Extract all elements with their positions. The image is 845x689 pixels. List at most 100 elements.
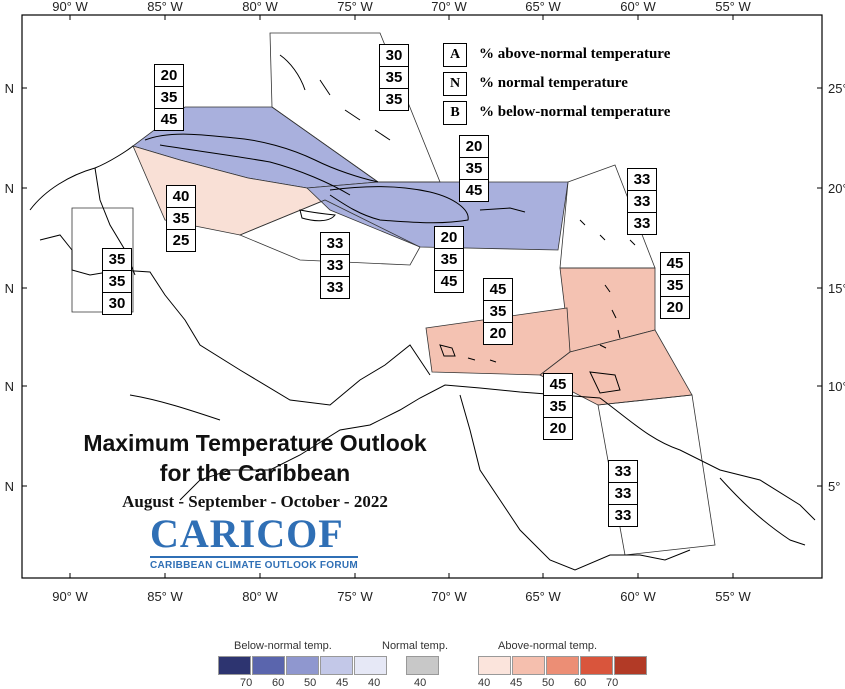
scale-tick: 50	[304, 677, 317, 689]
scale-tick: 60	[272, 677, 285, 689]
lon-label-top: 70° W	[431, 0, 467, 14]
prob-normal: 35	[544, 396, 572, 418]
prob-above: 30	[380, 45, 408, 67]
map-title-line2: for the Caribbean	[159, 460, 351, 486]
caricof-logo: CARICOF CARIBBEAN CLIMATE OUTLOOK FORUM	[150, 512, 358, 571]
prob-normal: 33	[321, 255, 349, 277]
swatch	[614, 656, 647, 675]
prob-normal: 35	[155, 87, 183, 109]
lon-label-bottom: 75° W	[337, 589, 373, 604]
scale-normal-swatches	[406, 656, 440, 675]
lon-label-top: 90° W	[52, 0, 88, 14]
lon-label-top: 60° W	[620, 0, 656, 14]
scale-tick: 50	[542, 677, 555, 689]
scale-tick: 45	[510, 677, 523, 689]
lon-label-top: 65° W	[525, 0, 561, 14]
prob-normal: 35	[484, 301, 512, 323]
map-title-block: Maximum Temperature Outlook for the Cari…	[40, 428, 470, 512]
prob-above: 20	[155, 65, 183, 87]
lat-label-left: N	[5, 281, 14, 296]
prob-below: 33	[614, 507, 632, 524]
prob-below: 20	[549, 420, 567, 437]
swatch	[320, 656, 353, 675]
prob-normal: 35	[103, 271, 131, 293]
lat-label-left: N	[5, 479, 14, 494]
prob-below: 45	[160, 111, 178, 128]
prob-box-hispaniola-south: 20 35 45	[434, 226, 464, 293]
prob-normal: 33	[609, 483, 637, 505]
scale-below-swatches	[218, 656, 388, 675]
prob-above: 45	[544, 374, 572, 396]
swatch	[512, 656, 545, 675]
swatch	[252, 656, 285, 675]
prob-below: 20	[666, 299, 684, 316]
scale-tick: 70	[240, 677, 253, 689]
lon-label-bottom: 65° W	[525, 589, 561, 604]
region-jamaica	[238, 199, 421, 266]
scale-above-label: Above-normal temp.	[498, 640, 598, 652]
prob-box-trinidad-windwards: 45 35 20	[543, 373, 573, 440]
lon-label-top: 80° W	[242, 0, 278, 14]
swatch	[286, 656, 319, 675]
lat-ticks	[22, 87, 822, 487]
key-text: % below-normal temperature	[479, 104, 671, 120]
prob-above: 33	[321, 233, 349, 255]
prob-box-cuba: 20 35 45	[154, 64, 184, 131]
swatch	[218, 656, 251, 675]
lat-label-left: N	[5, 181, 14, 196]
prob-normal: 35	[661, 275, 689, 297]
scale-normal-ticks: 40	[414, 677, 446, 689]
lon-label-bottom: 85° W	[147, 589, 183, 604]
lat-label-left: N	[5, 379, 14, 394]
prob-below: 33	[633, 215, 651, 232]
prob-above: 40	[167, 186, 195, 208]
lon-label-bottom: 90° W	[52, 589, 88, 604]
key-letter: A	[443, 42, 467, 67]
prob-box-hispaniola-north: 20 35 45	[459, 135, 489, 202]
scale-tick: 40	[478, 677, 491, 689]
key-letter: B	[443, 100, 467, 125]
key-text: % above-normal temperature	[479, 46, 671, 62]
logo-subtitle: CARIBBEAN CLIMATE OUTLOOK FORUM	[150, 556, 358, 571]
key-row-above: A % above-normal temperature	[443, 40, 670, 69]
prob-above: 20	[435, 227, 463, 249]
lon-label-bottom: 70° W	[431, 589, 467, 604]
lon-label-top: 85° W	[147, 0, 183, 14]
map-title: Maximum Temperature Outlook	[83, 430, 427, 456]
prob-below: 33	[326, 279, 344, 296]
season-label: August - September - October - 2022	[122, 492, 388, 511]
scale-normal-label: Normal temp.	[382, 640, 449, 652]
prob-above: 45	[484, 279, 512, 301]
prob-box-leeward-islands: 45 35 20	[660, 252, 690, 319]
lon-ticks	[69, 15, 734, 578]
lon-label-bottom: 55° W	[715, 589, 751, 604]
lon-label-bottom: 60° W	[620, 589, 656, 604]
swatch	[354, 656, 387, 675]
prob-below: 45	[440, 273, 458, 290]
swatch	[546, 656, 579, 675]
lat-label-right: 5°	[828, 479, 840, 494]
region-belize	[71, 207, 134, 313]
prob-normal: 33	[628, 191, 656, 213]
prob-above: 33	[609, 461, 637, 483]
lat-label-right: 15°	[828, 281, 845, 296]
swatch	[406, 656, 439, 675]
region-northern-antilles	[559, 164, 656, 269]
prob-above: 20	[460, 136, 488, 158]
scale-tick: 40	[414, 677, 427, 689]
prob-below: 20	[489, 325, 507, 342]
lat-label-left: N	[5, 81, 14, 96]
prob-box-jamaica: 33 33 33	[320, 232, 350, 299]
swatch	[478, 656, 511, 675]
prob-below: 45	[465, 182, 483, 199]
prob-above: 45	[661, 253, 689, 275]
scale-tick: 70	[606, 677, 619, 689]
lon-label-top: 55° W	[715, 0, 751, 14]
prob-box-guianas: 33 33 33	[608, 460, 638, 527]
key-letter: N	[443, 71, 467, 96]
scale-above-ticks: 40 45 50 60 70	[478, 677, 638, 689]
prob-above: 35	[103, 249, 131, 271]
logo-wordmark: CARICOF	[150, 511, 344, 556]
prob-normal: 35	[167, 208, 195, 230]
prob-box-cayman: 40 35 25	[166, 185, 196, 252]
